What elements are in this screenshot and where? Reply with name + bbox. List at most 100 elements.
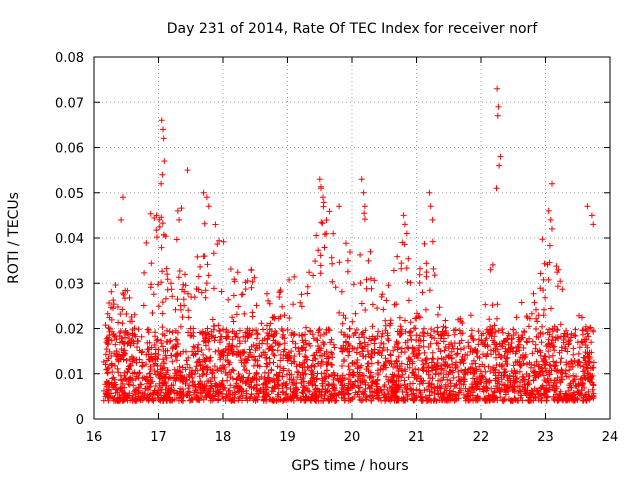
data-point <box>438 332 445 339</box>
data-point <box>473 368 480 375</box>
data-point <box>229 314 236 321</box>
data-point <box>418 377 425 384</box>
data-point <box>516 347 523 354</box>
data-point <box>214 366 221 373</box>
data-point <box>156 223 163 230</box>
data-point <box>558 373 565 380</box>
data-point <box>331 397 338 404</box>
data-point <box>209 397 216 404</box>
data-point <box>188 396 195 403</box>
data-point <box>539 323 545 330</box>
data-point <box>322 388 329 395</box>
data-point <box>204 261 211 268</box>
data-point <box>535 373 542 380</box>
data-point <box>401 221 408 228</box>
data-point <box>211 285 217 292</box>
data-point <box>204 378 211 385</box>
data-point <box>526 335 533 342</box>
data-point <box>141 269 148 276</box>
data-point <box>231 330 238 337</box>
data-point <box>153 212 160 219</box>
data-point <box>126 366 132 373</box>
data-point <box>244 397 251 404</box>
data-point <box>564 348 571 355</box>
data-point <box>576 390 583 397</box>
data-point <box>118 387 125 394</box>
data-point <box>286 371 293 378</box>
data-point <box>389 374 396 381</box>
data-point <box>118 384 124 391</box>
data-point <box>144 346 151 353</box>
data-point <box>158 180 165 187</box>
data-point <box>381 362 387 369</box>
data-point <box>458 367 465 374</box>
data-point <box>413 386 420 393</box>
data-point <box>317 262 324 269</box>
data-point <box>203 371 210 378</box>
data-point <box>280 397 287 404</box>
data-point <box>217 333 224 340</box>
data-point <box>375 359 382 366</box>
data-point <box>493 341 500 348</box>
data-point <box>554 367 561 374</box>
data-point <box>494 385 501 392</box>
data-point <box>398 360 405 367</box>
data-point <box>436 383 443 390</box>
data-point <box>530 377 537 384</box>
data-point <box>185 290 191 297</box>
data-point <box>120 349 127 356</box>
data-point <box>478 337 485 344</box>
data-point <box>441 347 448 354</box>
data-point <box>344 268 351 275</box>
data-point <box>585 333 592 340</box>
data-point <box>553 263 560 270</box>
data-point <box>117 372 124 379</box>
data-point <box>405 297 412 304</box>
data-point <box>185 307 192 314</box>
data-point <box>385 390 392 397</box>
data-point <box>455 368 462 375</box>
data-point <box>571 376 578 383</box>
data-point <box>281 312 288 319</box>
data-point <box>241 366 248 373</box>
data-point <box>233 343 240 350</box>
data-point <box>299 346 306 353</box>
data-point <box>460 360 467 367</box>
data-point <box>580 354 587 361</box>
data-point <box>423 306 429 313</box>
data-point <box>442 328 449 334</box>
data-point <box>315 360 322 367</box>
data-point <box>432 396 438 403</box>
data-point <box>320 341 327 348</box>
data-point <box>110 297 117 304</box>
data-point <box>315 388 322 395</box>
data-point <box>159 343 166 350</box>
data-point <box>528 397 535 404</box>
data-point <box>160 356 166 363</box>
data-point <box>122 375 129 381</box>
data-point <box>163 355 170 361</box>
data-point <box>117 311 124 318</box>
data-point <box>549 180 555 187</box>
data-point <box>445 354 452 361</box>
data-point <box>417 265 423 272</box>
data-point <box>543 368 550 375</box>
data-point <box>394 328 401 335</box>
data-point <box>279 303 286 310</box>
data-point <box>385 282 392 289</box>
data-point <box>216 328 223 335</box>
data-point <box>187 397 194 404</box>
data-point <box>531 299 538 306</box>
data-point <box>516 368 523 375</box>
data-point <box>352 310 359 317</box>
data-point <box>546 354 553 361</box>
data-point <box>362 307 369 313</box>
data-point <box>538 397 545 404</box>
data-point <box>544 393 551 400</box>
data-point <box>474 353 481 360</box>
data-point <box>172 336 179 343</box>
data-point <box>148 344 155 351</box>
data-point <box>363 285 370 292</box>
data-point <box>126 335 133 342</box>
